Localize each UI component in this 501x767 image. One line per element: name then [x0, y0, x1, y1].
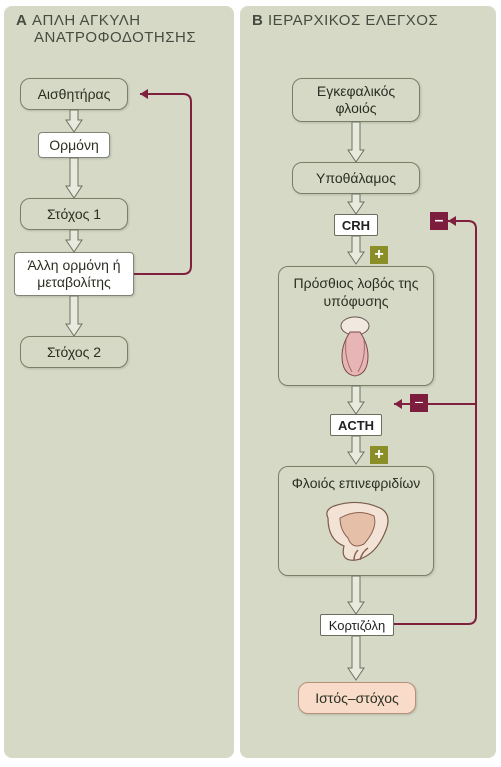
plus-acth-sym: +: [374, 446, 383, 464]
a-other-label: Άλλη ορμόνη ή μεταβολίτης: [21, 257, 127, 291]
title-a-line1: ΑΠΛΗ ΑΓΚΥΛΗ: [32, 12, 141, 29]
b-cortisol: Κορτιζόλη: [320, 614, 394, 636]
title-a: A ΑΠΛΗ ΑΓΚΥΛΗ ΑΝΑΤΡΟΦΟΔΟΤΗΣΗΣ: [16, 12, 226, 46]
b-acth: ACTH: [330, 414, 382, 436]
title-a-letter: A: [16, 12, 27, 29]
b-hypothalamus: Υποθάλαμος: [292, 162, 420, 194]
a-hormone: Ορμόνη: [38, 132, 110, 158]
b-target-label: Ιστός–στόχος: [315, 690, 398, 706]
a-hormone-label: Ορμόνη: [49, 137, 99, 153]
a-other: Άλλη ορμόνη ή μεταβολίτης: [14, 252, 134, 296]
plus-crh: +: [370, 246, 388, 264]
panel-a-bg: [4, 6, 234, 758]
b-target: Ιστός–στόχος: [298, 682, 416, 714]
title-b-text: ΙΕΡΑΡΧΙΚΟΣ ΕΛΕΓΧΟΣ: [268, 12, 438, 29]
plus-crh-sym: +: [374, 246, 383, 264]
b-cortex: Εγκεφαλικός φλοιός: [292, 78, 420, 122]
title-a-line2: ΑΝΑΤΡΟΦΟΔΟΤΗΣΗΣ: [16, 29, 196, 46]
a-target2: Στόχος 2: [20, 336, 128, 368]
b-anterior-label: Πρόσθιος λοβός της υπόφυσης: [279, 275, 433, 310]
b-hypothalamus-label: Υποθάλαμος: [316, 170, 396, 186]
organ-adrenal: [318, 500, 396, 566]
b-cortex-label: Εγκεφαλικός φλοιός: [299, 83, 413, 117]
minus-crh: –: [430, 212, 448, 230]
a-target1: Στόχος 1: [20, 198, 128, 230]
b-crh: CRH: [334, 214, 378, 236]
minus-acth-sym: –: [415, 394, 424, 412]
minus-crh-sym: –: [435, 212, 444, 230]
a-target1-label: Στόχος 1: [47, 206, 101, 222]
organ-pituitary: [322, 314, 388, 380]
a-sensor: Αισθητήρας: [20, 78, 128, 110]
b-acth-label: ACTH: [338, 418, 374, 433]
b-crh-label: CRH: [342, 218, 370, 233]
title-b-letter: B: [252, 12, 263, 29]
b-cortisol-label: Κορτιζόλη: [329, 618, 386, 633]
plus-acth: +: [370, 446, 388, 464]
minus-acth: –: [410, 394, 428, 412]
b-adrenal-label: Φλοιός επινεφριδίων: [279, 475, 433, 491]
title-b: B ΙΕΡΑΡΧΙΚΟΣ ΕΛΕΓΧΟΣ: [252, 12, 492, 29]
a-target2-label: Στόχος 2: [47, 344, 101, 360]
a-sensor-label: Αισθητήρας: [38, 86, 111, 102]
